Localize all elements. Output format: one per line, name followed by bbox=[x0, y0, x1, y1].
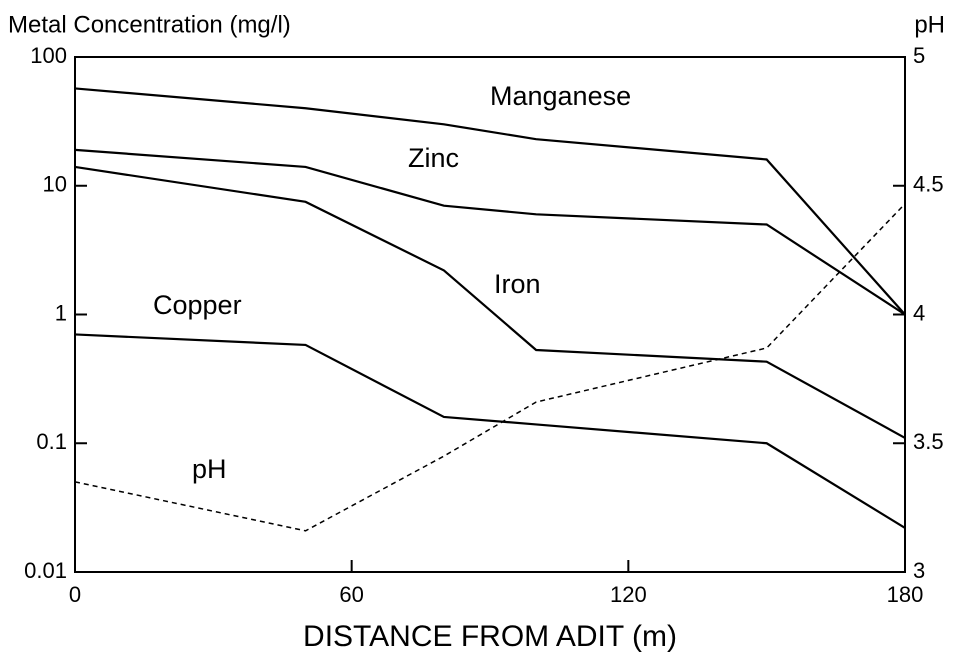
y-tick-label: 1 bbox=[55, 300, 67, 325]
x-tick-label: 60 bbox=[339, 582, 363, 607]
series-line bbox=[74, 333, 906, 529]
y-axis-label: Metal Concentration (mg/l) bbox=[8, 11, 291, 38]
series-line bbox=[74, 148, 906, 316]
y2-axis-label: pH bbox=[914, 11, 945, 38]
y2-tick-label: 3 bbox=[913, 558, 925, 583]
series-line bbox=[74, 87, 906, 316]
series-label: Zinc bbox=[408, 143, 459, 173]
x-tick-label: 0 bbox=[69, 582, 81, 607]
x-tick-label: 120 bbox=[610, 582, 647, 607]
series-label: Copper bbox=[153, 290, 242, 320]
series-label: Iron bbox=[494, 269, 541, 299]
y2-tick-label: 4 bbox=[913, 300, 925, 325]
y-tick-label: 0.01 bbox=[24, 558, 67, 583]
y2-tick-label: 3.5 bbox=[913, 429, 944, 454]
series-label: pH bbox=[192, 454, 227, 484]
y2-tick-label: 5 bbox=[913, 43, 925, 68]
y2-tick-label: 4.5 bbox=[913, 172, 944, 197]
series-line bbox=[74, 203, 906, 532]
series-label: Manganese bbox=[490, 81, 631, 111]
series-line bbox=[74, 165, 906, 439]
x-axis-label: DISTANCE FROM ADIT (m) bbox=[303, 620, 677, 653]
y-tick-label: 0.1 bbox=[36, 429, 67, 454]
x-tick-label: 180 bbox=[887, 582, 924, 607]
y-tick-label: 100 bbox=[30, 43, 67, 68]
y-tick-label: 10 bbox=[43, 172, 67, 197]
